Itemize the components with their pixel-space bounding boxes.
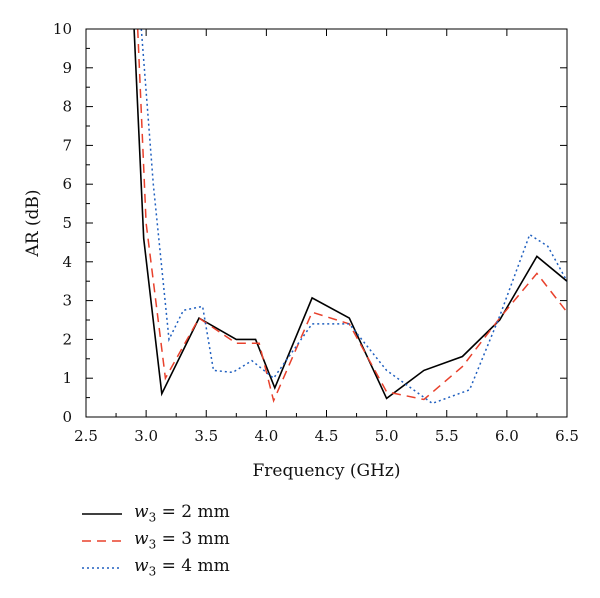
x-tick-label: 3.0	[134, 427, 158, 445]
legend-swatch	[82, 539, 122, 542]
y-tick-label: 7	[62, 136, 72, 154]
x-tick-label: 3.5	[194, 427, 218, 445]
x-tick-label: 6.5	[555, 427, 579, 445]
x-axis-label: Frequency (GHz)	[253, 461, 401, 480]
y-tick-label: 1	[62, 369, 72, 387]
y-tick-label: 2	[62, 330, 72, 348]
series-line-1	[133, 29, 567, 400]
ar-vs-frequency-chart: 2.5 3.0 3.5 4.0 4.5 5.0 5.5 6.0 6.5012345678910 …	[23, 20, 579, 480]
x-tick-label: 4.0	[254, 427, 278, 445]
y-tick-label: 4	[62, 253, 72, 271]
legend: w3 = 2 mm w3 = 3 mm w3 = 4 mm	[82, 500, 230, 581]
legend-label: w3 = 4 mm	[134, 556, 230, 579]
x-tick-label: 5.0	[375, 427, 399, 445]
series-line-2	[136, 29, 567, 404]
legend-swatch	[82, 512, 122, 515]
legend-item: w3 = 3 mm	[82, 527, 230, 554]
x-tick-label: 5.5	[435, 427, 459, 445]
legend-item: w3 = 2 mm	[82, 500, 230, 527]
y-tick-label: 9	[62, 59, 72, 77]
legend-label: w3 = 2 mm	[134, 502, 230, 525]
legend-item: w3 = 4 mm	[82, 554, 230, 581]
series-line-3	[140, 29, 567, 405]
y-axis-label: AR (dB)	[23, 189, 43, 257]
y-tick-label: 5	[62, 214, 72, 232]
x-tick-label: 6.0	[495, 427, 519, 445]
y-tick-label: 6	[62, 175, 72, 193]
y-tick-label: 0	[62, 408, 72, 426]
legend-label: w3 = 3 mm	[134, 529, 230, 552]
y-tick-label: 10	[53, 20, 72, 38]
x-tick-label: 2.5	[74, 427, 98, 445]
legend-swatch	[82, 566, 122, 569]
y-tick-label: 3	[62, 292, 72, 310]
y-tick-label: 8	[62, 98, 72, 116]
x-tick-label: 4.5	[315, 427, 339, 445]
series-layer	[133, 29, 567, 405]
ticks-layer: 2.5 3.0 3.5 4.0 4.5 5.0 5.5 6.0 6.5 0 1 2 3 4 5 6 7 8 9 10	[53, 20, 579, 445]
